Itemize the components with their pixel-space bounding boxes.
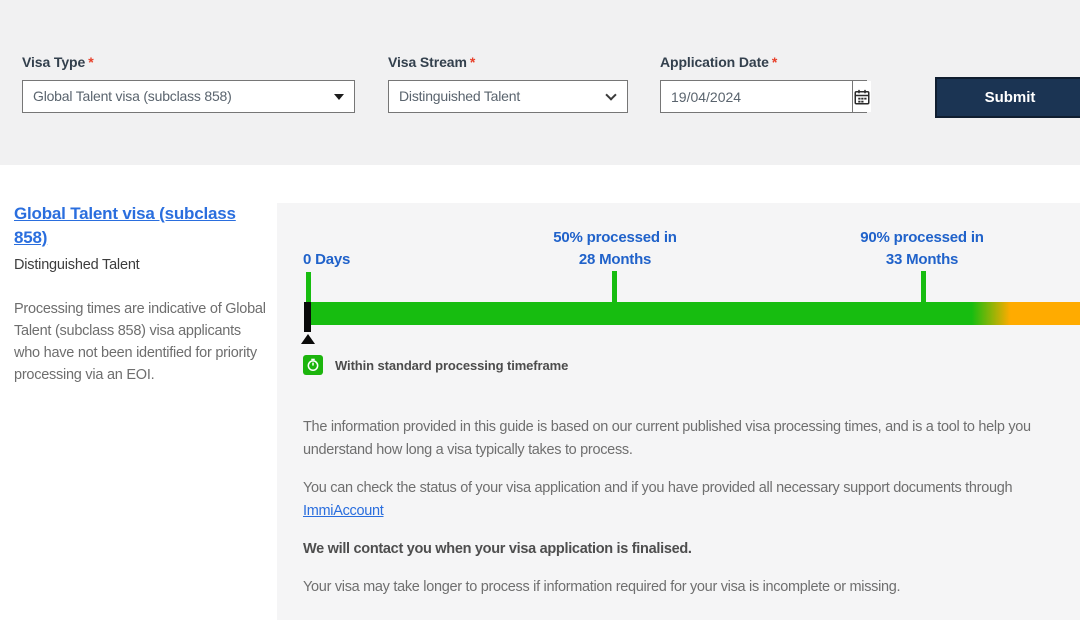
note-guide-info: The information provided in this guide i…: [303, 419, 1031, 458]
timeline-tick-28-months: [612, 271, 617, 303]
timeline-tick-0-days: [306, 272, 311, 303]
application-date-input[interactable]: [661, 81, 852, 112]
application-date-field-group: Application Date *: [660, 54, 871, 113]
required-asterisk: *: [771, 54, 778, 70]
visa-stream-select[interactable]: Distinguished Talent: [388, 80, 628, 113]
visa-description: Processing times are indicative of Globa…: [14, 301, 266, 383]
dropdown-arrow-icon: [334, 94, 344, 100]
visa-stream-selected-value: Distinguished Talent: [399, 88, 521, 104]
timeline-legend: Within standard processing timeframe: [303, 355, 568, 375]
visa-title-link[interactable]: Global Talent visa (subclass 858): [14, 204, 236, 247]
milestone-label-50pct: 50% processed in 28 Months: [515, 227, 715, 271]
immiaccount-link[interactable]: ImmiAccount: [303, 503, 384, 519]
search-form-band: Visa Type * Global Talent visa (subclass …: [0, 0, 1080, 165]
visa-type-select[interactable]: Global Talent visa (subclass 858): [22, 80, 355, 113]
visa-stream-field-group: Visa Stream * Distinguished Talent: [388, 54, 628, 113]
milestone-label-90pct: 90% processed in 33 Months: [822, 227, 1022, 271]
calendar-icon: [854, 89, 870, 104]
legend-label: Within standard processing timeframe: [335, 357, 569, 373]
note-contact: We will contact you when your visa appli…: [303, 541, 692, 557]
notes-section: The information provided in this guide i…: [303, 416, 1045, 614]
milestone-90pct-line2: 33 Months: [885, 251, 959, 268]
result-sidebar: Global Talent visa (subclass 858) Distin…: [14, 202, 270, 386]
milestone-50pct-line2: 28 Months: [578, 251, 652, 268]
application-date-marker: [304, 302, 311, 332]
visa-type-selected-value: Global Talent visa (subclass 858): [33, 88, 232, 104]
timeline-tick-33-months: [921, 271, 926, 303]
visa-stream-label: Visa Stream *: [388, 54, 628, 70]
required-asterisk: *: [469, 54, 476, 70]
visa-type-label-text: Visa Type: [22, 54, 86, 70]
note-status-check: You can check the status of your visa ap…: [303, 477, 1045, 523]
timer-icon: [307, 358, 319, 372]
application-date-marker-triangle: [301, 334, 315, 344]
calendar-button[interactable]: [852, 81, 871, 112]
processing-time-panel: 0 Days 50% processed in 28 Months 90% pr…: [277, 203, 1080, 620]
application-date-control: [660, 80, 871, 113]
legend-green-swatch: [303, 355, 323, 375]
note-status-check-text: You can check the status of your visa ap…: [303, 480, 1013, 496]
milestone-label-0-days: 0 Days: [303, 251, 351, 268]
required-asterisk: *: [88, 54, 94, 70]
visa-stream-label-text: Visa Stream: [388, 54, 467, 70]
milestone-50pct-line1: 50% processed in: [553, 229, 677, 246]
application-date-label: Application Date *: [660, 54, 867, 70]
note-longer-processing: Your visa may take longer to process if …: [303, 579, 901, 595]
visa-stream-subtitle: Distinguished Talent: [14, 257, 140, 273]
visa-type-field-group: Visa Type * Global Talent visa (subclass …: [22, 54, 355, 113]
milestone-90pct-line1: 90% processed in: [860, 229, 984, 246]
visa-type-label: Visa Type *: [22, 54, 355, 70]
submit-button[interactable]: Submit: [935, 77, 1080, 118]
application-date-label-text: Application Date: [660, 54, 769, 70]
processing-timeline-bar: [307, 302, 1080, 325]
